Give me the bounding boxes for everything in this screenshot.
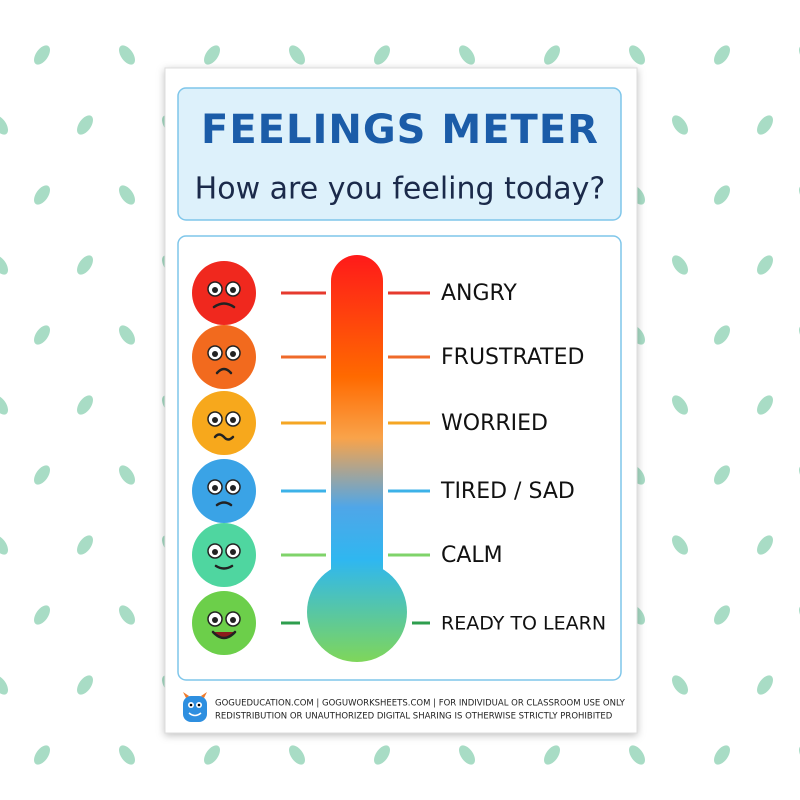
face-circle [192,523,256,587]
face-circle [192,261,256,325]
face-circle [192,591,256,655]
level-label: TIRED / SAD [440,479,575,504]
pupil [230,351,236,357]
level-label: ANGRY [441,281,517,306]
title: FEELINGS METER [201,107,599,153]
mouth [212,302,236,309]
face [192,325,256,389]
face [192,459,256,523]
face-circle [192,391,256,455]
pupil [212,287,218,293]
face [192,523,256,587]
mouth [215,501,233,507]
face-circle [192,325,256,389]
pupil [230,485,236,491]
face-circle [192,459,256,523]
footer-line: REDISTRIBUTION OR UNAUTHORIZED DIGITAL S… [215,712,613,722]
footer-line: GOGUEDUCATION.COM | GOGUWORKSHEETS.COM |… [215,699,626,709]
pupil [212,485,218,491]
meter-box [177,235,622,681]
pupil [230,287,236,293]
mouth [213,433,235,441]
face [192,391,256,455]
face [192,591,256,655]
mouth [214,564,234,570]
mouth [215,367,233,375]
level-row: CALM [192,523,503,587]
title-box [177,87,622,221]
thermometer [307,255,407,662]
subtitle: How are you feeling today? [195,172,606,207]
pupil [230,417,236,423]
level-row: READY TO LEARN [192,591,606,655]
footer-logo [183,692,207,722]
level-row: ANGRY [192,261,517,325]
pupil [230,617,236,623]
mouth [211,630,237,640]
pupil [212,351,218,357]
pupil [212,417,218,423]
level-row: TIRED / SAD [192,459,575,523]
level-label: CALM [441,543,503,568]
level-label: FRUSTRATED [441,345,584,370]
pupil [230,549,236,555]
pupil [212,549,218,555]
level-label: WORRIED [441,411,548,436]
levels: ANGRY FRUSTRATED WORRIED TIRED / SAD CALM REA… [192,261,606,655]
level-row: WORRIED [192,391,548,455]
level-label: READY TO LEARN [441,613,606,635]
pupil [212,617,218,623]
face [192,261,256,325]
level-row: FRUSTRATED [192,325,584,389]
